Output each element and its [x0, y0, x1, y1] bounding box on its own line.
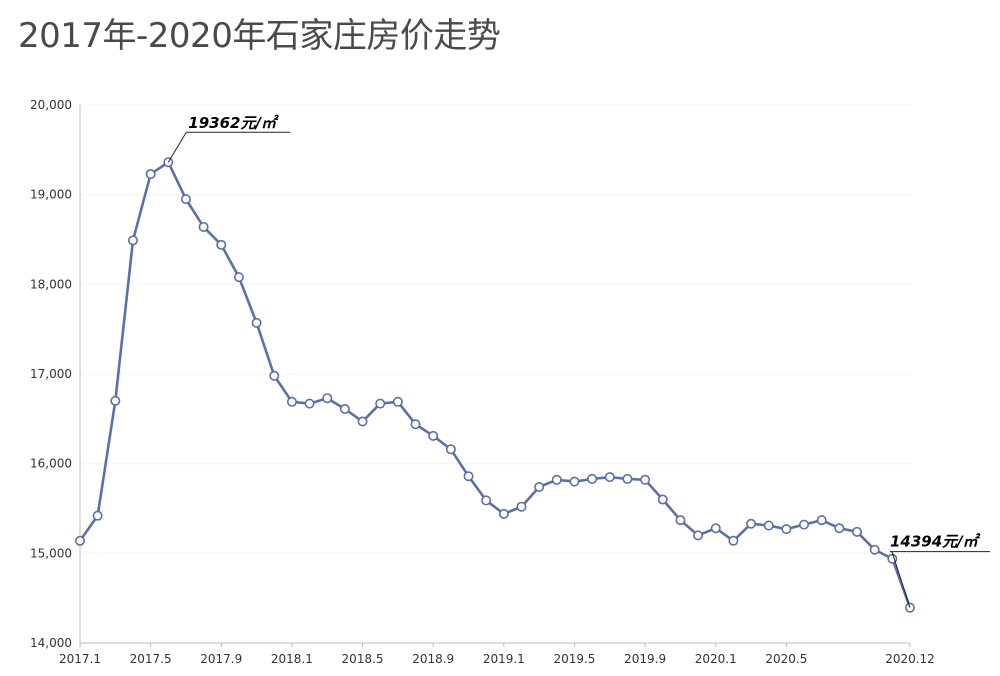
x-tick-label: 2018.1 [271, 652, 313, 666]
data-point [587, 473, 598, 484]
data-point [233, 272, 244, 283]
data-point [604, 472, 615, 483]
x-tick-label: 2017.5 [130, 652, 172, 666]
y-tick-label: 19,000 [30, 188, 72, 202]
x-tick-label: 2018.9 [412, 652, 454, 666]
chart-title: 2017年-2020年石家庄房价走势 [18, 16, 501, 56]
data-point [498, 508, 509, 519]
data-point [269, 370, 280, 381]
data-point [869, 544, 880, 555]
annotation-label: 14394元/㎡ [890, 533, 981, 551]
data-point [428, 430, 439, 441]
data-point [375, 398, 386, 409]
x-tick-label: 2020.12 [885, 652, 935, 666]
x-tick-label: 2019.5 [553, 652, 595, 666]
data-point [392, 396, 403, 407]
data-point [339, 403, 350, 414]
data-point [410, 419, 421, 430]
data-point [852, 526, 863, 537]
data-point [75, 535, 86, 546]
x-tick-label: 2019.9 [624, 652, 666, 666]
annotation-label: 19362元/㎡ [188, 114, 279, 132]
data-point [357, 416, 368, 427]
data-point [781, 524, 792, 535]
y-axis-labels: 14,000 15,000 16,000 17,000 18,000 19,000 20,0… [30, 98, 72, 650]
data-point [304, 398, 315, 409]
y-tick-label: 18,000 [30, 277, 72, 291]
data-point [693, 530, 704, 541]
x-tick-label: 2017.1 [59, 652, 101, 666]
data-point [728, 535, 739, 546]
annotation-leader [891, 551, 911, 608]
data-point [569, 476, 580, 487]
y-tick-label: 15,000 [30, 546, 72, 560]
data-point [463, 471, 474, 482]
x-tick-label: 2020.5 [765, 652, 807, 666]
data-point [657, 494, 668, 505]
data-point [251, 317, 262, 328]
y-tick-label: 14,000 [30, 636, 72, 650]
y-tick-label: 17,000 [30, 367, 72, 381]
data-point [180, 194, 191, 205]
data-point [763, 520, 774, 531]
data-point [675, 515, 686, 526]
data-point [198, 221, 209, 232]
data-point [110, 395, 121, 406]
data-point [640, 474, 651, 485]
y-tick-label: 16,000 [30, 457, 72, 471]
data-point [816, 515, 827, 526]
data-point [481, 495, 492, 506]
data-point [145, 169, 156, 180]
data-point [534, 481, 545, 492]
data-point [622, 473, 633, 484]
data-point [551, 474, 562, 485]
data-point [92, 510, 103, 521]
data-point [216, 239, 227, 250]
y-tick-label: 20,000 [30, 98, 72, 112]
data-point [834, 523, 845, 534]
data-point [799, 519, 810, 530]
x-axis-labels: 2017.1 2017.5 2017.9 2018.1 2018.5 2018.9 2019… [59, 643, 935, 666]
x-tick-label: 2019.1 [483, 652, 525, 666]
data-point [710, 523, 721, 534]
data-point [127, 235, 138, 246]
annotations: 19362元/㎡ 14394元/㎡ [167, 114, 990, 608]
data-point [286, 396, 297, 407]
data-point [445, 444, 456, 455]
x-tick-label: 2020.1 [695, 652, 737, 666]
data-point [516, 501, 527, 512]
data-point [322, 393, 333, 404]
x-tick-label: 2017.9 [200, 652, 242, 666]
x-tick-label: 2018.5 [342, 652, 384, 666]
gridlines [80, 104, 910, 554]
data-point [746, 518, 757, 529]
data-points [75, 157, 915, 613]
annotation-leader [167, 131, 187, 163]
